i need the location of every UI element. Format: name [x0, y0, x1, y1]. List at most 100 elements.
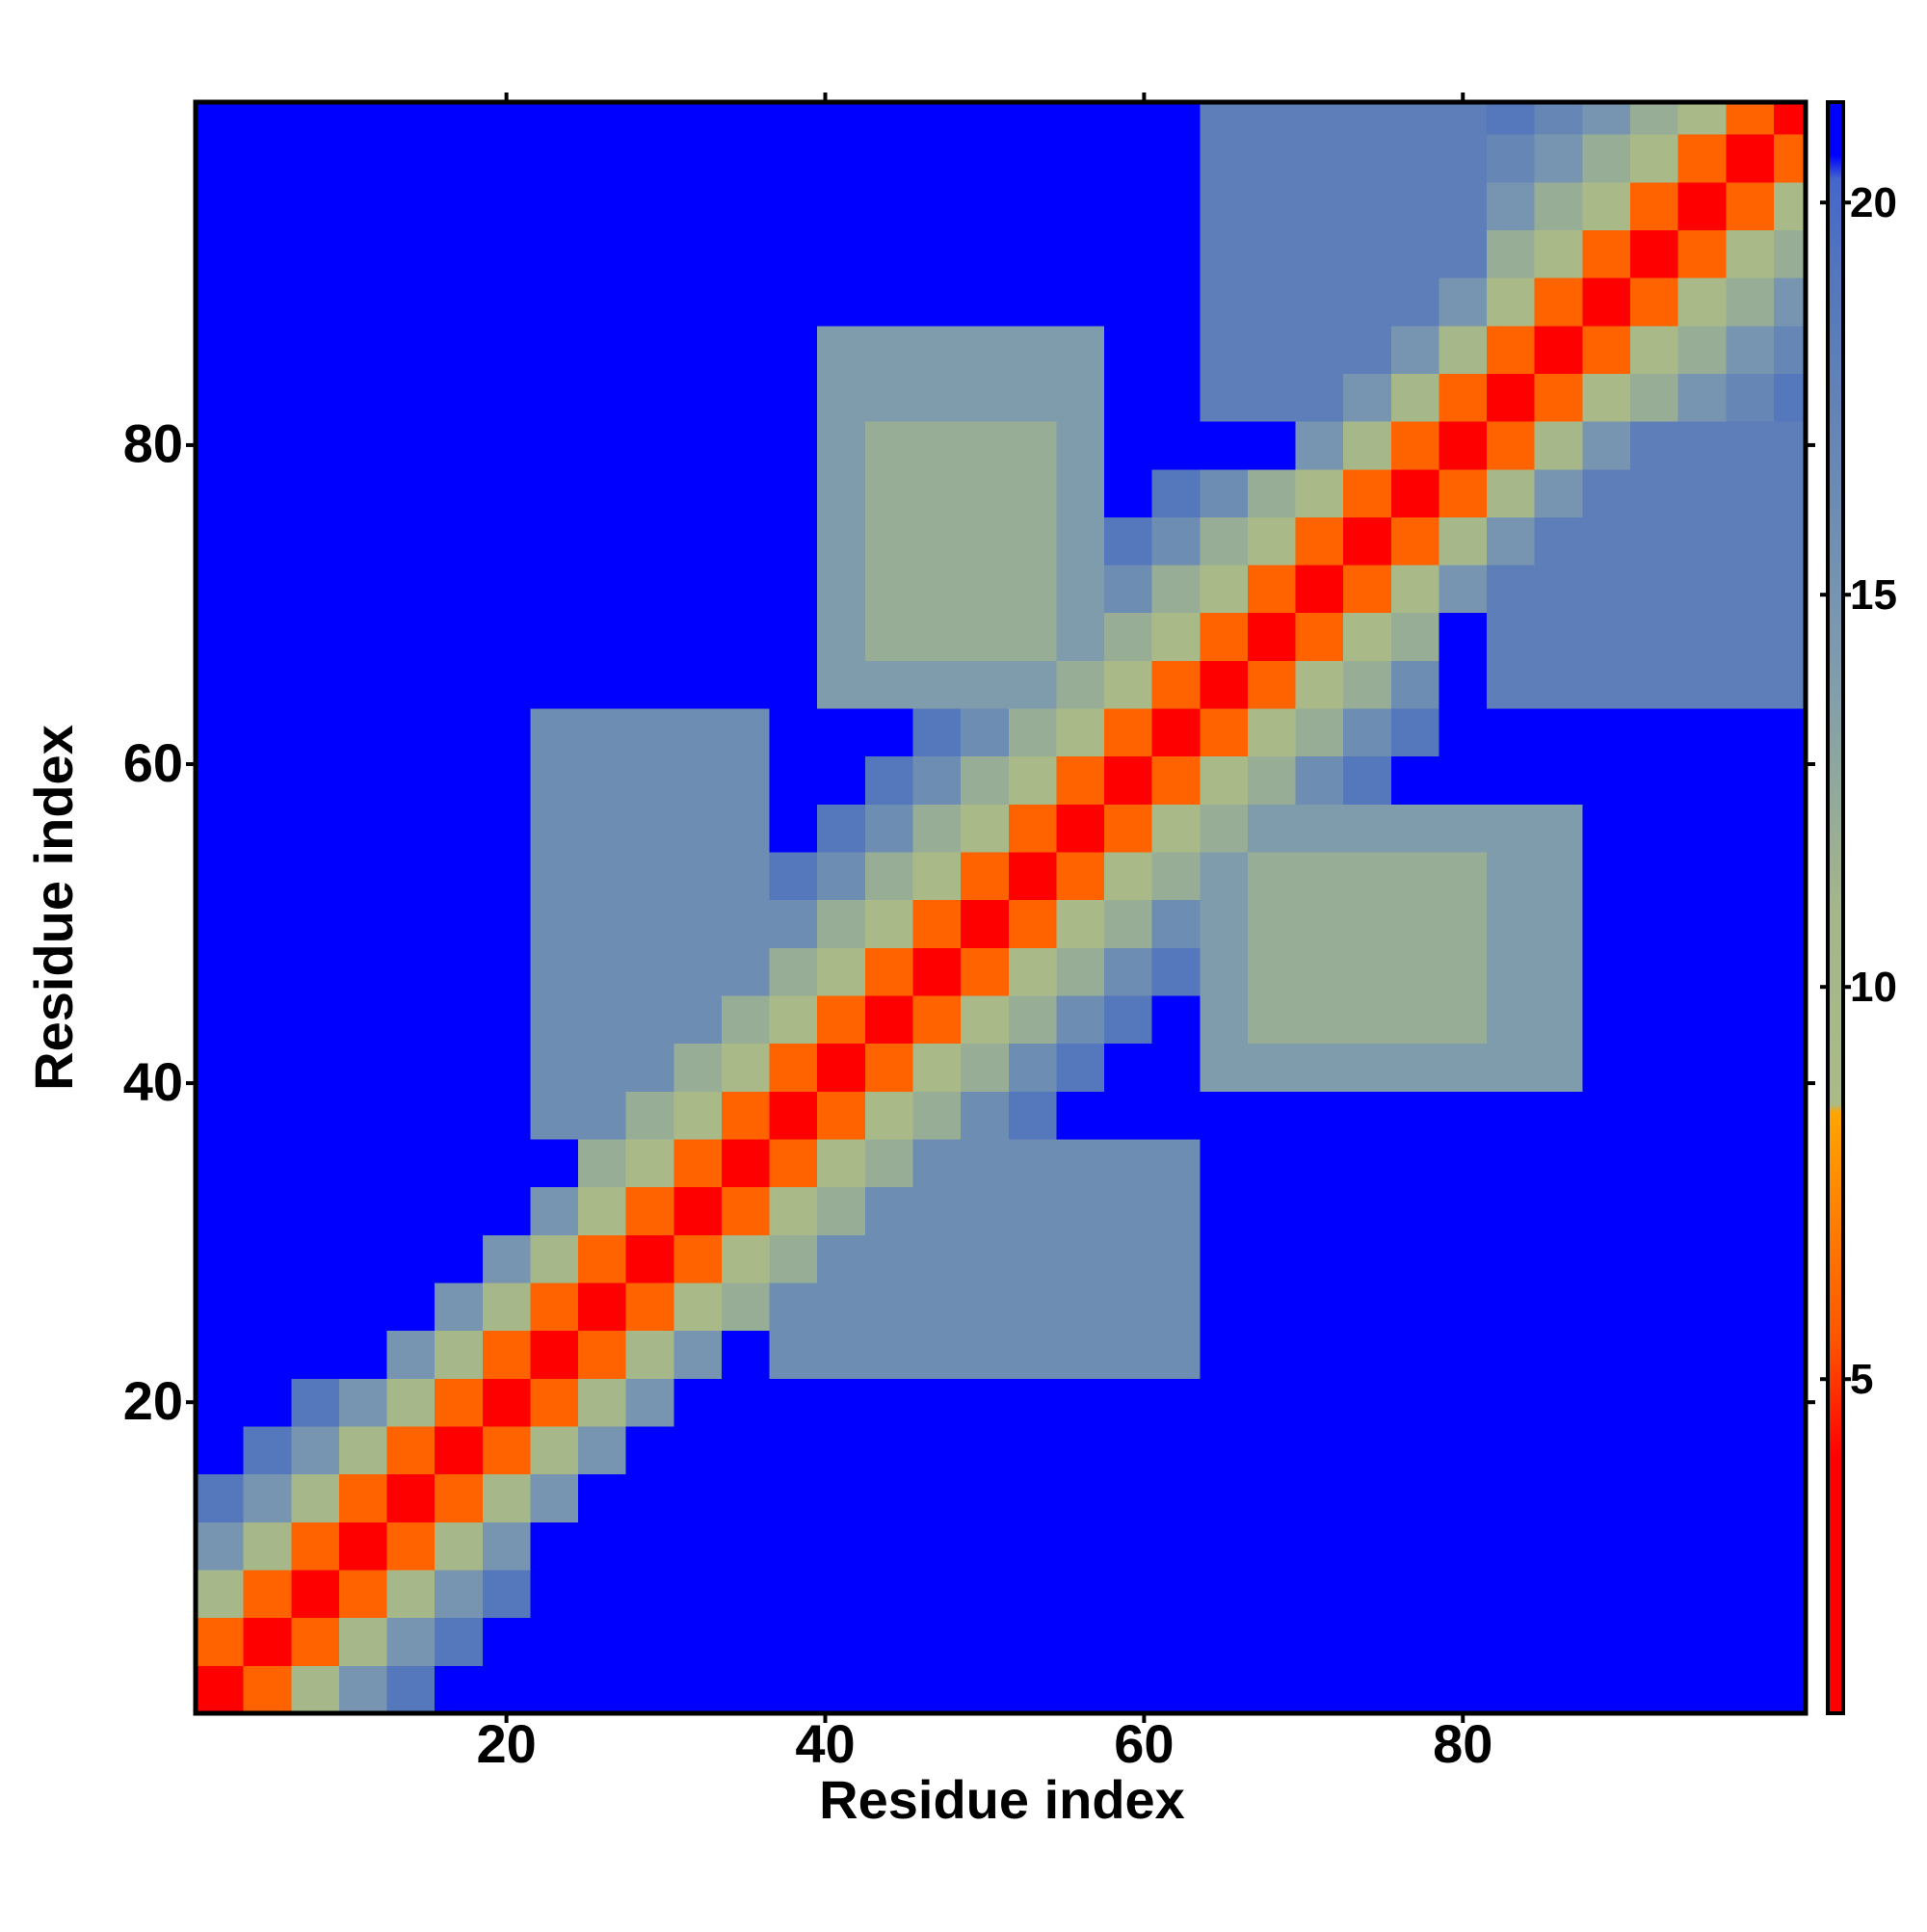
- heatmap-cell: [721, 1665, 771, 1714]
- heatmap-cell: [1726, 1330, 1775, 1379]
- heatmap-cell: [1343, 516, 1392, 566]
- heatmap-cell: [1295, 468, 1344, 517]
- heatmap-cell: [769, 181, 818, 230]
- heatmap-cell: [769, 468, 818, 517]
- heatmap-cell: [196, 468, 245, 517]
- heatmap-cell: [435, 1617, 484, 1666]
- heatmap-cell: [1439, 1139, 1488, 1188]
- heatmap-cell: [578, 612, 627, 661]
- heatmap-cell: [578, 102, 627, 135]
- heatmap-cell: [1630, 229, 1679, 278]
- heatmap-cell: [912, 1522, 962, 1571]
- heatmap-cell: [769, 1378, 818, 1427]
- heatmap-cell: [961, 995, 1010, 1045]
- heatmap-cell: [1151, 995, 1201, 1045]
- heatmap-cell: [1582, 660, 1631, 709]
- heatmap-cell: [1151, 1473, 1201, 1522]
- heatmap-cell: [1104, 1091, 1153, 1140]
- y-axis-title: Residue index: [23, 725, 84, 1091]
- heatmap-cell: [1487, 102, 1536, 135]
- heatmap-cell: [1773, 1283, 1807, 1332]
- heatmap-cell: [1151, 468, 1201, 517]
- heatmap-cell: [196, 804, 245, 853]
- heatmap-cell: [1056, 181, 1105, 230]
- heatmap-cell: [1534, 1522, 1583, 1571]
- heatmap-cell: [291, 468, 340, 517]
- heatmap-cell: [817, 181, 866, 230]
- heatmap-cell: [1343, 708, 1392, 757]
- heatmap-cell: [1200, 325, 1249, 374]
- heatmap-cell: [1487, 1043, 1536, 1092]
- heatmap-cell: [1390, 1234, 1439, 1284]
- heatmap-cell: [673, 1234, 723, 1284]
- heatmap-cell: [1439, 1522, 1488, 1571]
- heatmap-cell: [1773, 181, 1807, 230]
- heatmap-cell: [435, 1522, 484, 1571]
- heatmap-cell: [291, 1570, 340, 1619]
- heatmap-cell: [1677, 1426, 1727, 1475]
- heatmap-cell: [578, 899, 627, 948]
- heatmap-cell: [386, 660, 436, 709]
- heatmap-cell: [625, 1091, 674, 1140]
- heatmap-cell: [1008, 708, 1057, 757]
- heatmap-cell: [625, 373, 674, 422]
- heatmap-cell: [961, 229, 1010, 278]
- heatmap-cell: [817, 1283, 866, 1332]
- heatmap-cell: [1487, 947, 1536, 996]
- heatmap-cell: [482, 468, 531, 517]
- heatmap-cell: [1677, 899, 1727, 948]
- heatmap-cell: [721, 278, 771, 327]
- heatmap-cell: [673, 1283, 723, 1332]
- heatmap-cell: [435, 1043, 484, 1092]
- heatmap-cell: [482, 899, 531, 948]
- heatmap-cell: [1056, 1378, 1105, 1427]
- heatmap-cell: [1104, 516, 1153, 566]
- heatmap-cell: [1390, 373, 1439, 422]
- heatmap-cell: [625, 1186, 674, 1235]
- heatmap-cell: [578, 468, 627, 517]
- heatmap-cell: [291, 516, 340, 566]
- heatmap-cell: [243, 612, 292, 661]
- heatmap-cell: [530, 325, 579, 374]
- heatmap-cell: [1008, 468, 1057, 517]
- heatmap-cell: [1439, 516, 1488, 566]
- heatmap-cell: [1200, 373, 1249, 422]
- heatmap-cell: [1487, 1570, 1536, 1619]
- heatmap-cell: [721, 1043, 771, 1092]
- heatmap-cell: [1534, 181, 1583, 230]
- heatmap-cell: [817, 1426, 866, 1475]
- heatmap-cell: [1726, 1091, 1775, 1140]
- heatmap-cell: [625, 468, 674, 517]
- heatmap-cell: [1487, 1617, 1536, 1666]
- heatmap-cell: [291, 1186, 340, 1235]
- heatmap-cell: [1439, 804, 1488, 853]
- heatmap-cell: [1534, 134, 1583, 183]
- heatmap-cell: [386, 325, 436, 374]
- heatmap-cell: [196, 1139, 245, 1188]
- heatmap-cell: [1200, 804, 1249, 853]
- heatmap-cell: [1439, 1091, 1488, 1140]
- heatmap-cell: [864, 229, 914, 278]
- heatmap-cell: [338, 516, 388, 566]
- heatmap-cell: [1534, 1378, 1583, 1427]
- heatmap-cell: [1008, 660, 1057, 709]
- heatmap-cell: [482, 995, 531, 1045]
- heatmap-cell: [530, 1570, 579, 1619]
- heatmap-cell: [1773, 229, 1807, 278]
- heatmap-cell: [1247, 1330, 1297, 1379]
- heatmap-cell: [530, 1330, 579, 1379]
- heatmap-cell: [625, 1473, 674, 1522]
- heatmap-cell: [530, 1473, 579, 1522]
- heatmap-cell: [1487, 1283, 1536, 1332]
- heatmap-cell: [1487, 1378, 1536, 1427]
- heatmap-cell: [769, 516, 818, 566]
- heatmap-cell: [1343, 565, 1392, 614]
- heatmap-cell: [386, 1139, 436, 1188]
- heatmap-cell: [1773, 1139, 1807, 1188]
- heatmap-cell: [1151, 755, 1201, 805]
- heatmap-cell: [291, 947, 340, 996]
- heatmap-cell: [1104, 1570, 1153, 1619]
- heatmap-cell: [1056, 660, 1105, 709]
- heatmap-cell: [1487, 181, 1536, 230]
- heatmap-cell: [291, 1091, 340, 1140]
